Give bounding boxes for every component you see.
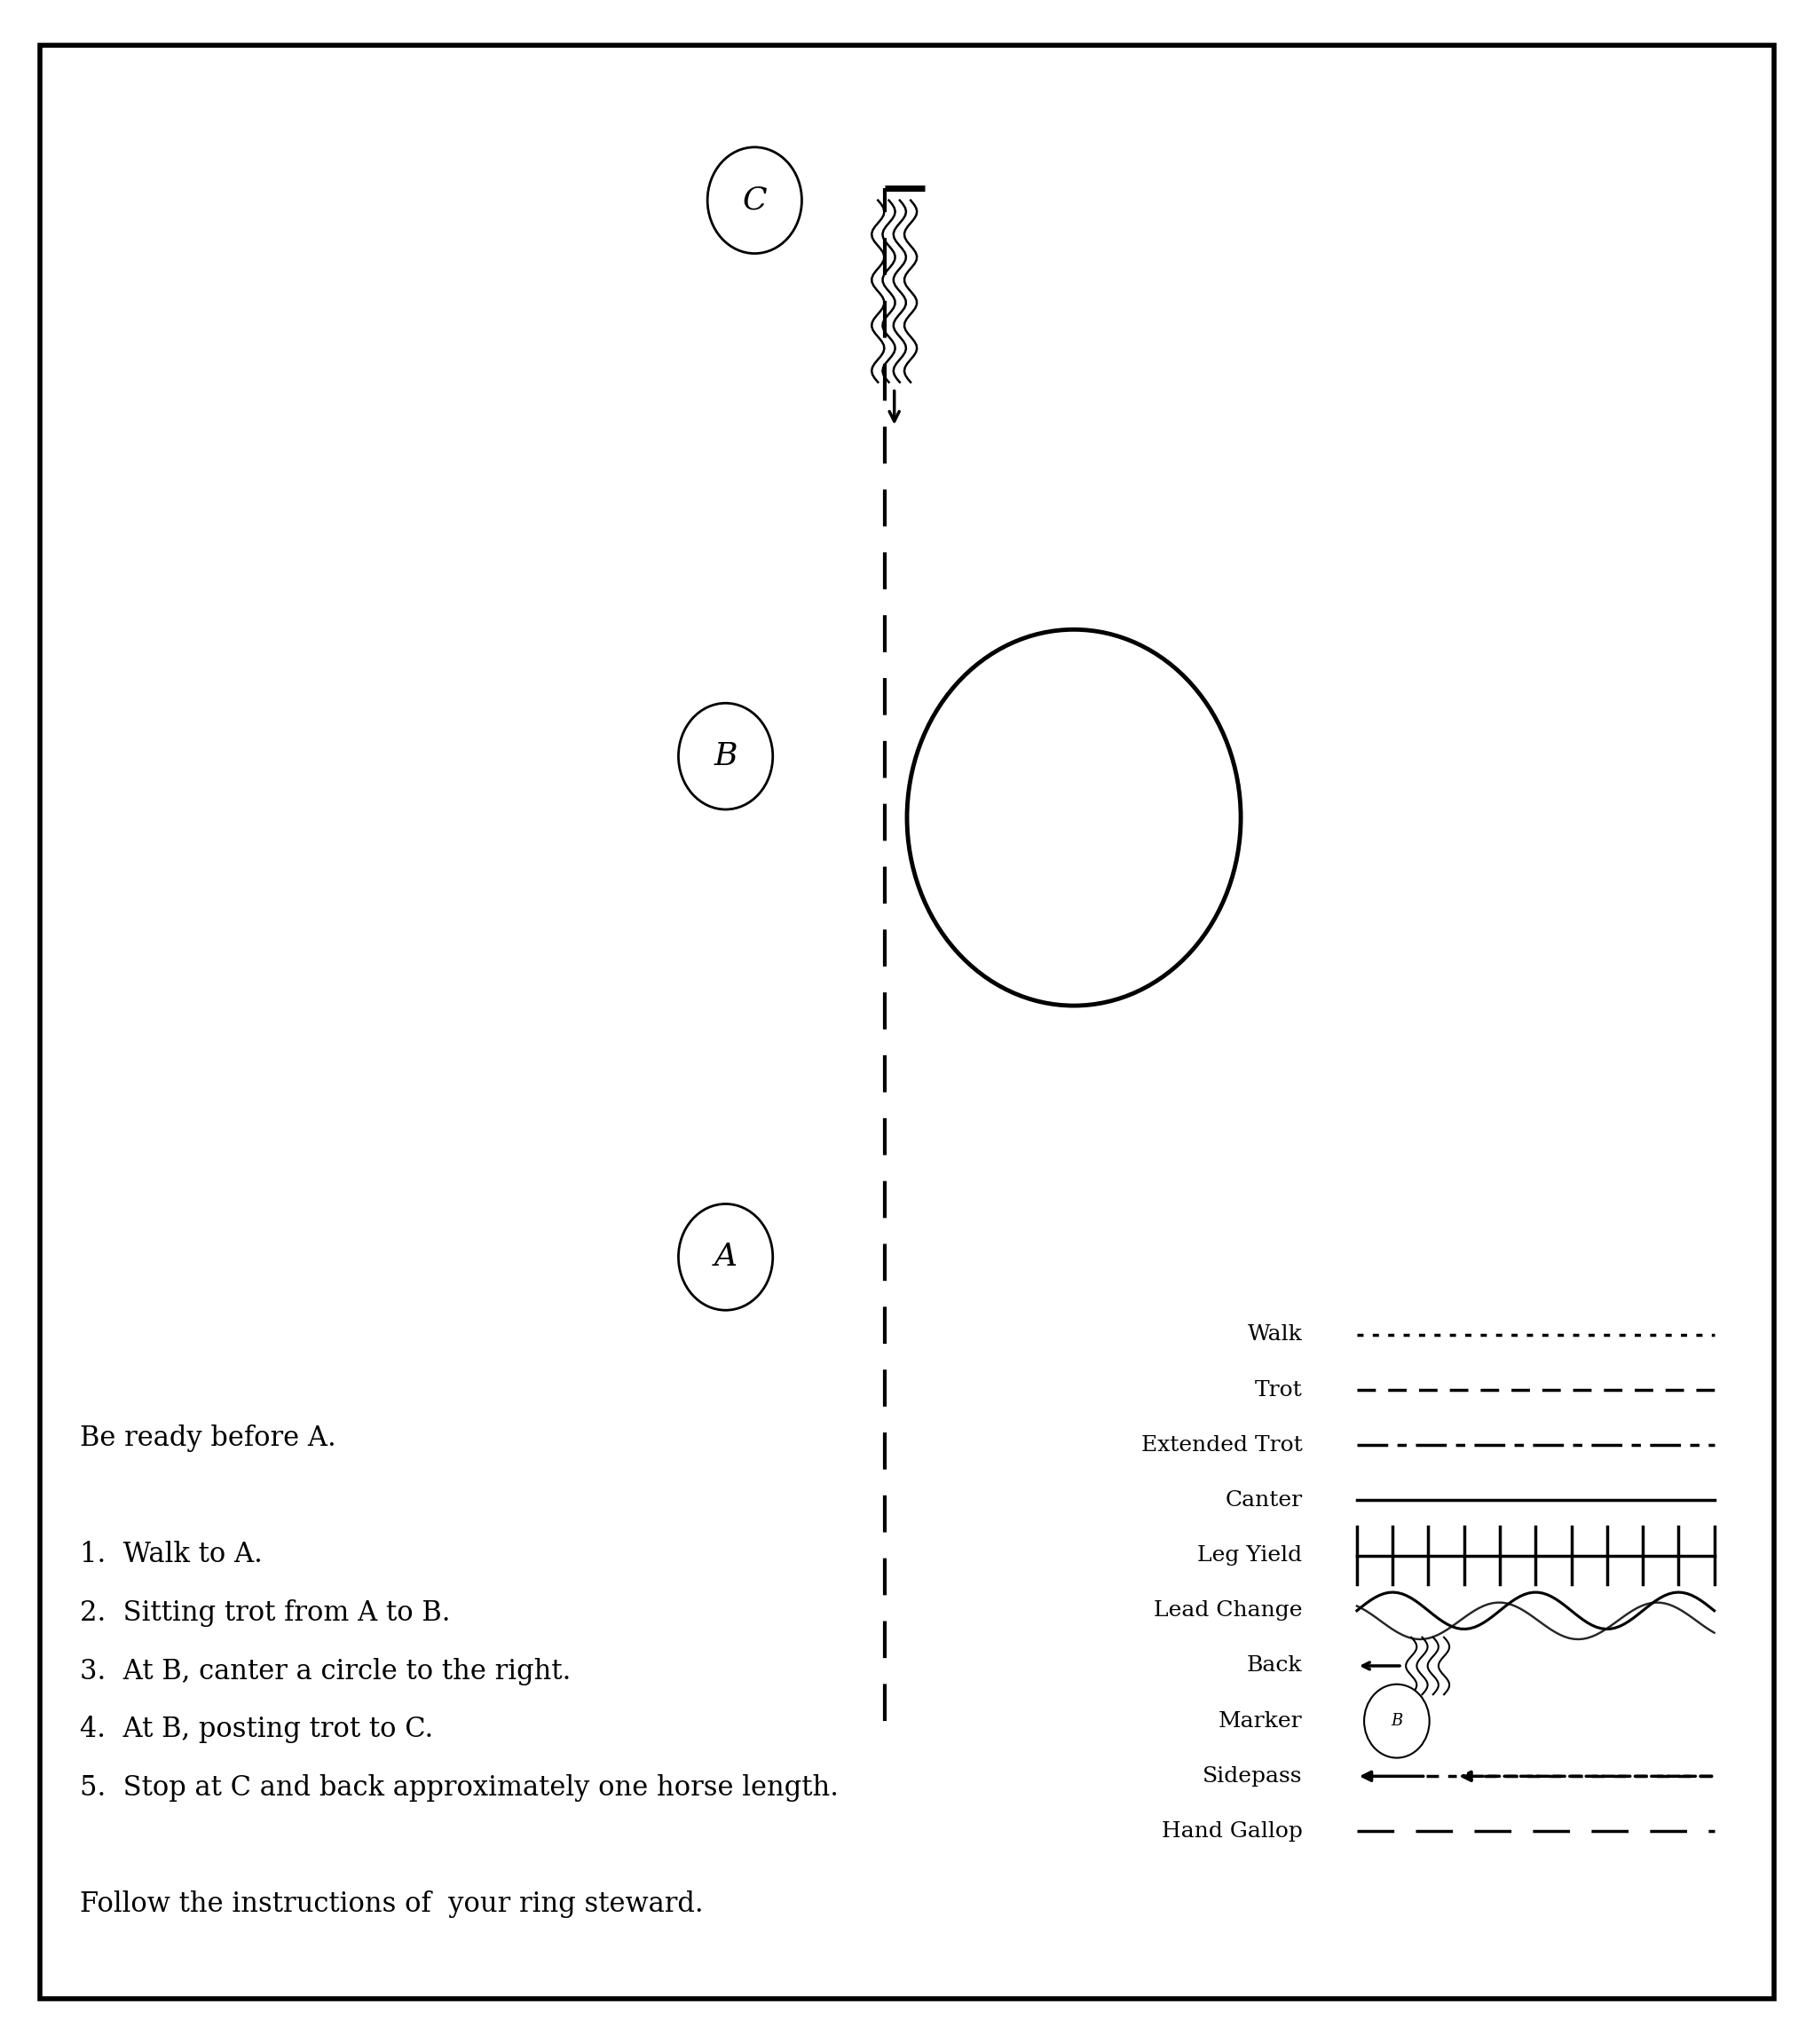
Text: Canter: Canter [1224,1490,1302,1511]
Text: 1.  Walk to A.: 1. Walk to A. [80,1541,263,1568]
Text: Trot: Trot [1255,1380,1302,1400]
Text: Be ready before A.: Be ready before A. [80,1425,336,1451]
Text: B: B [715,742,736,771]
Text: Sidepass: Sidepass [1203,1766,1302,1786]
Circle shape [678,1204,773,1310]
Text: C: C [742,186,767,215]
Text: Back: Back [1246,1656,1302,1676]
Text: Hand Gallop: Hand Gallop [1161,1821,1302,1842]
Text: Leg Yield: Leg Yield [1197,1545,1302,1566]
Text: Lead Change: Lead Change [1154,1600,1302,1621]
Circle shape [1364,1684,1429,1758]
Text: Walk: Walk [1248,1325,1302,1345]
Text: 4.  At B, posting trot to C.: 4. At B, posting trot to C. [80,1717,434,1744]
Circle shape [678,703,773,809]
Text: A: A [715,1243,736,1271]
Text: Marker: Marker [1219,1711,1302,1731]
Text: Extended Trot: Extended Trot [1141,1435,1302,1455]
Text: 2.  Sitting trot from A to B.: 2. Sitting trot from A to B. [80,1598,450,1627]
Text: 3.  At B, canter a circle to the right.: 3. At B, canter a circle to the right. [80,1658,571,1684]
Circle shape [707,147,802,253]
Text: 5.  Stop at C and back approximately one horse length.: 5. Stop at C and back approximately one … [80,1774,838,1801]
Text: Follow the instructions of  your ring steward.: Follow the instructions of your ring ste… [80,1891,704,1917]
Text: B: B [1391,1713,1402,1729]
